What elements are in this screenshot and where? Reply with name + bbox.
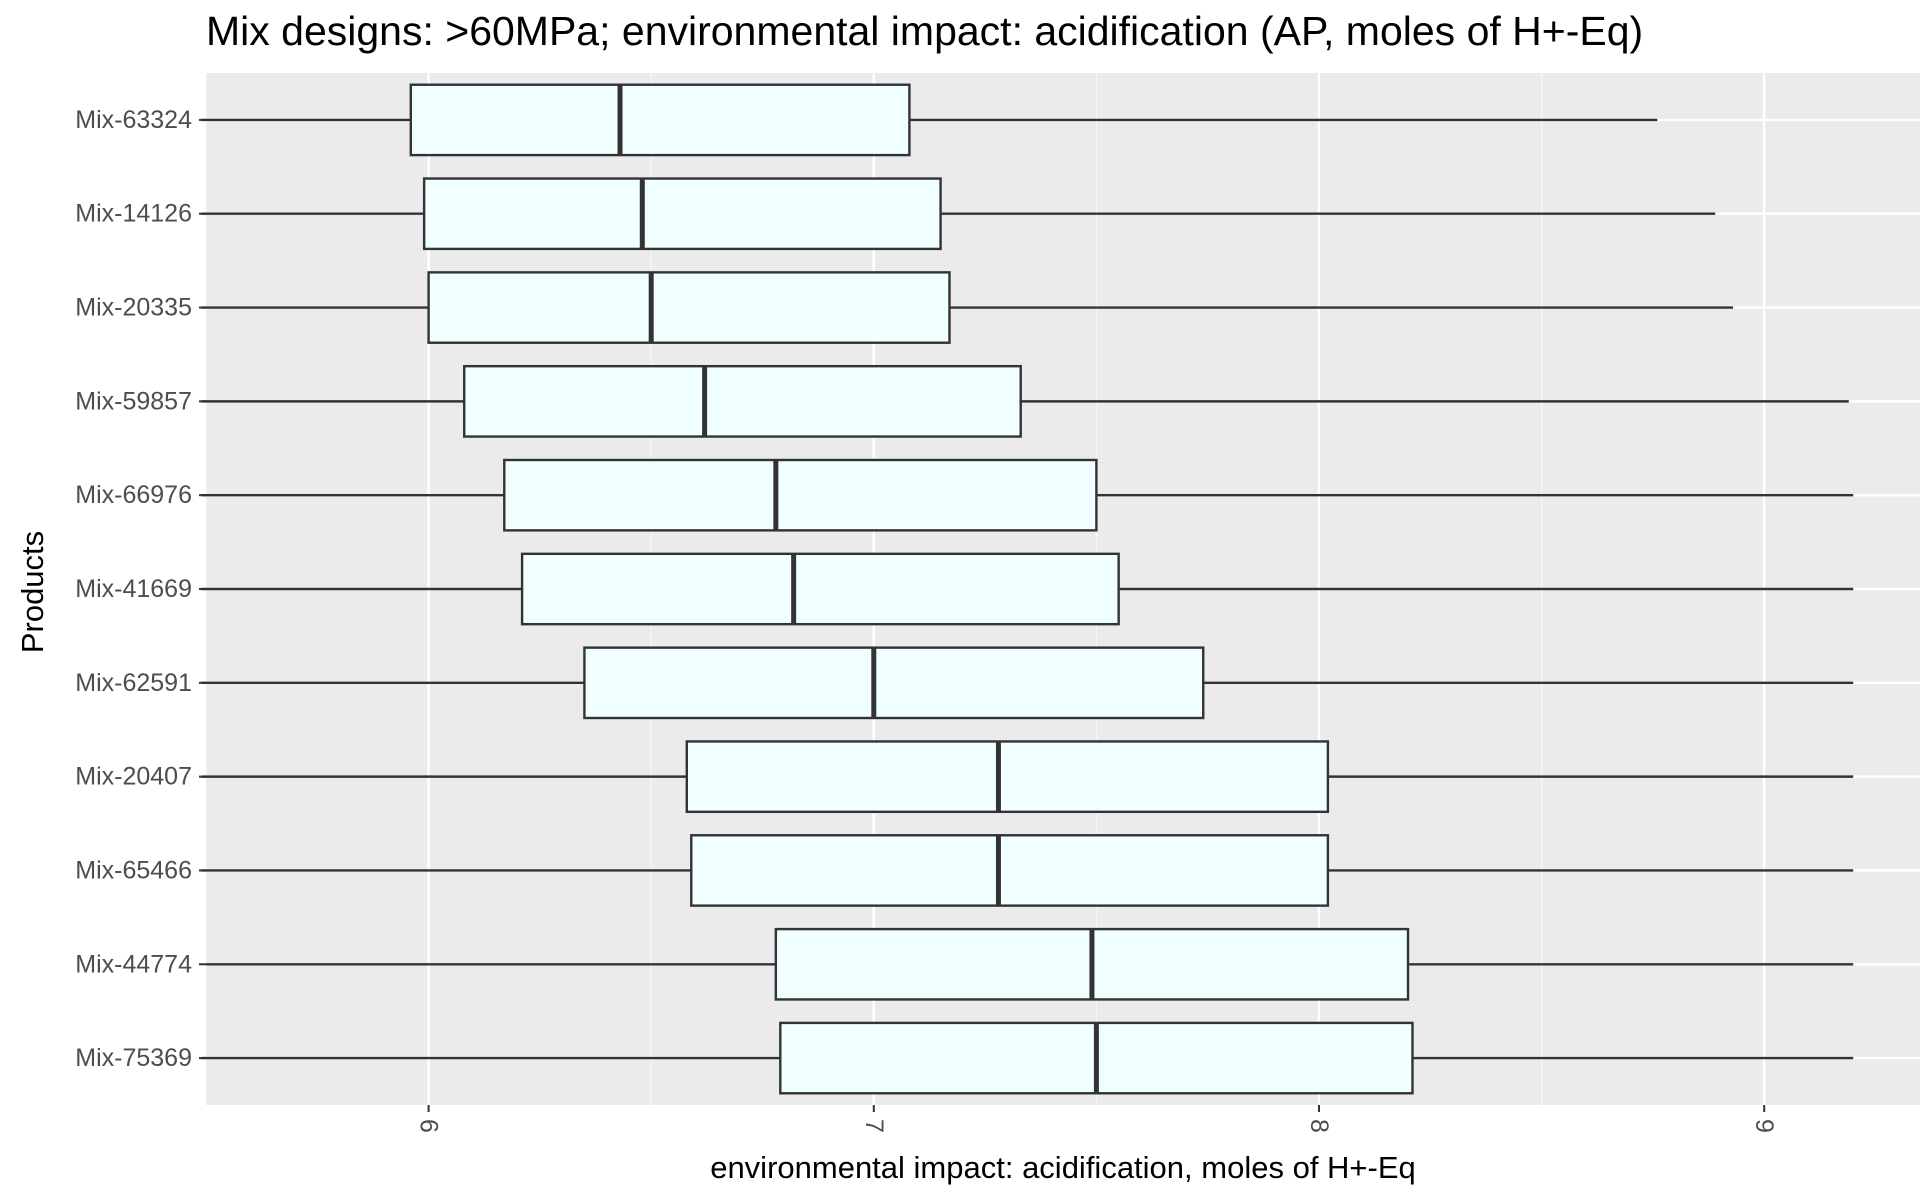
box-Mix-41669 xyxy=(201,552,1854,626)
box-iqr xyxy=(409,83,911,157)
x-tick-label: 7 xyxy=(860,1119,888,1133)
x-tick-label: 9 xyxy=(1750,1119,1778,1133)
y-tick-label: Mix-20407 xyxy=(75,763,192,791)
y-axis-label: Products xyxy=(15,530,50,654)
box-Mix-66976 xyxy=(201,458,1854,532)
box-iqr xyxy=(583,646,1205,720)
box-Mix-20335 xyxy=(201,271,1734,344)
box-Mix-59857 xyxy=(201,364,1849,438)
y-tick-label: Mix-66976 xyxy=(75,481,192,509)
y-tick-label: Mix-41669 xyxy=(75,575,192,603)
chart-title: Mix designs: >60MPa; environmental impac… xyxy=(206,8,1644,54)
y-tick-label: Mix-62591 xyxy=(75,669,192,697)
box-iqr xyxy=(520,552,1120,626)
box-iqr xyxy=(690,834,1330,907)
y-tick-label: Mix-75369 xyxy=(75,1044,192,1072)
axes-layer: Mix-63324 Mix-14126 Mix-20335 Mix-59857 Mix-… xyxy=(75,106,1778,1133)
box-iqr xyxy=(503,458,1098,532)
box-iqr xyxy=(427,271,951,344)
box-iqr xyxy=(685,740,1330,814)
box-Mix-14126 xyxy=(201,177,1716,251)
box-Mix-44774 xyxy=(206,927,1854,1001)
box-Mix-62591 xyxy=(201,646,1854,720)
x-tick-label: 6 xyxy=(415,1119,443,1133)
boxes-layer xyxy=(201,83,1854,1095)
y-tick-label: Mix-63324 xyxy=(75,106,192,134)
y-tick-label: Mix-14126 xyxy=(75,200,192,228)
box-Mix-20407 xyxy=(201,740,1854,814)
y-tick-label: Mix-59857 xyxy=(75,387,192,415)
y-tick-label: Mix-65466 xyxy=(75,856,192,884)
box-iqr xyxy=(463,364,1022,438)
y-tick-label: Mix-44774 xyxy=(75,950,192,978)
box-Mix-63324 xyxy=(201,83,1658,157)
y-tick-label: Mix-20335 xyxy=(75,294,192,322)
box-iqr xyxy=(422,177,942,251)
box-Mix-65466 xyxy=(201,834,1854,907)
x-tick-label: 8 xyxy=(1305,1119,1333,1133)
box-Mix-75369 xyxy=(201,1021,1854,1095)
x-axis-label: environmental impact: acidification, mol… xyxy=(710,1150,1416,1185)
